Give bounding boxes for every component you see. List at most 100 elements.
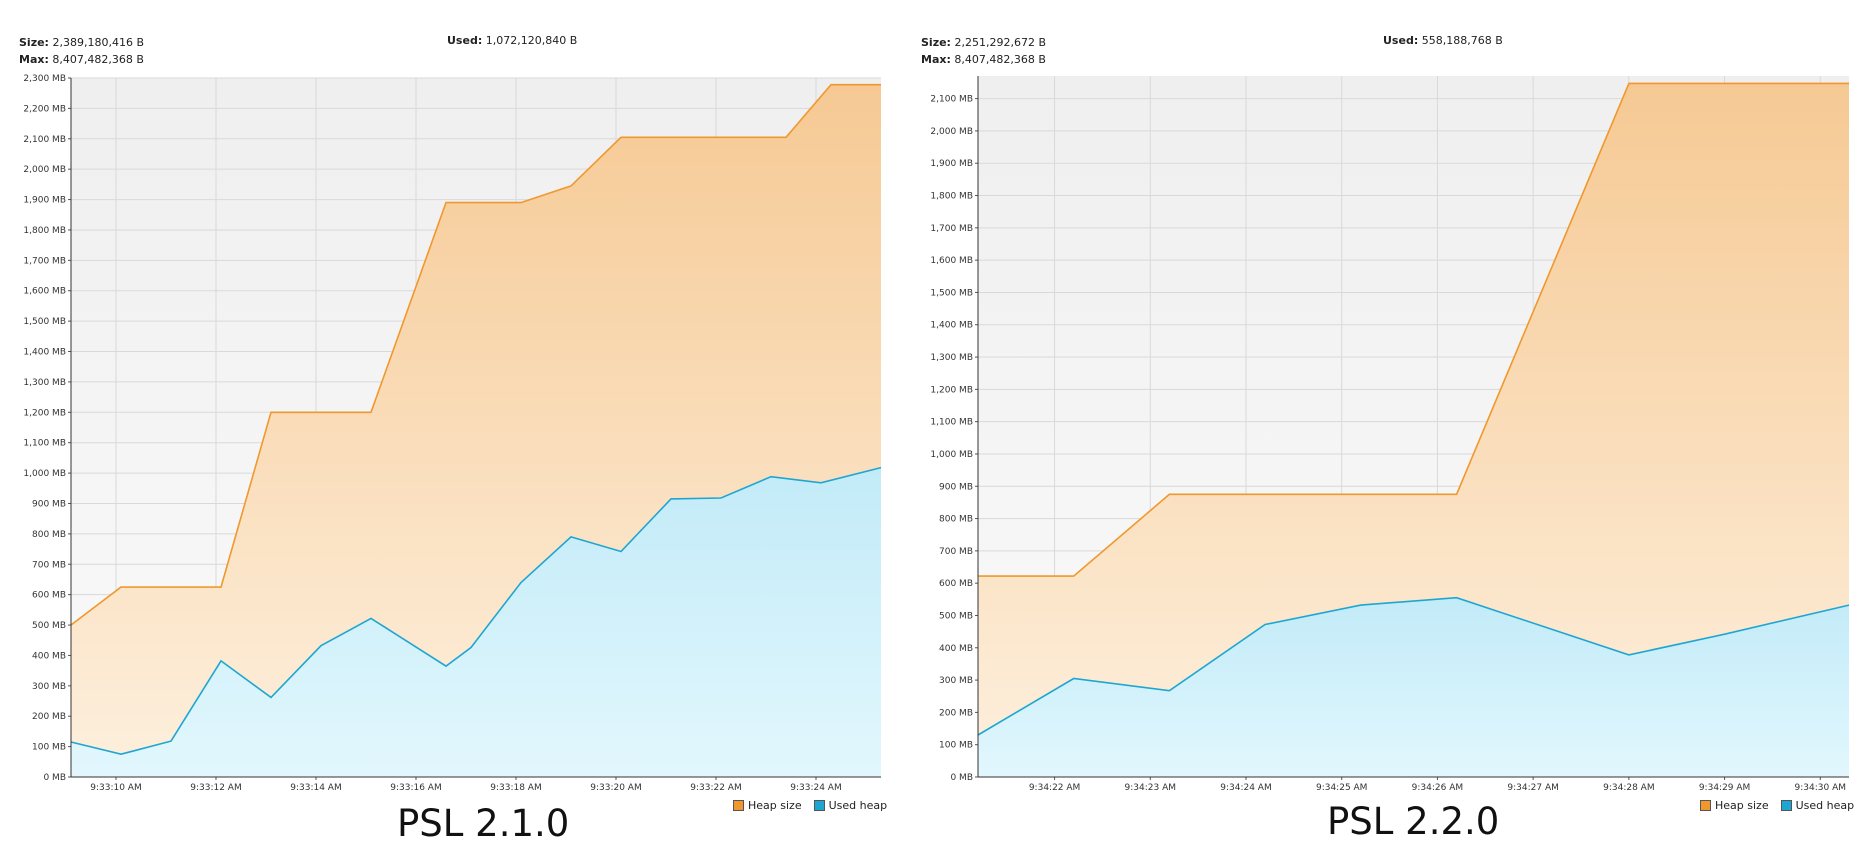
y-tick-label: 1,300 MB [23,378,66,388]
x-tick-label: 9:34:28 AM [1603,783,1654,793]
used-heap-swatch [1780,800,1792,811]
heap-size-swatch [733,800,744,811]
chart-caption: PSL 2.2.0 [1327,800,1500,843]
chart-panel-psl-210: Size: 2,389,180,416 B Max: 8,407,482,368… [0,0,900,851]
y-tick-label: 1,000 MB [23,469,66,479]
y-tick-label: 900 MB [939,482,973,492]
used-value: 558,188,768 B [1421,34,1503,47]
x-tick-label: 9:34:24 AM [1220,783,1271,793]
memory-area-chart: 0 MB 100 MB 200 MB 300 MB 400 MB 500 MB 600 MB… [930,76,1850,793]
y-tick-label: 1,900 MB [23,196,66,206]
x-tick-label: 9:33:18 AM [490,783,541,793]
y-tick-label: 1,800 MB [23,226,66,236]
used-heap-series-line [977,596,1850,736]
y-tick-label: 800 MB [32,530,66,540]
x-tick-label: 9:33:16 AM [390,783,441,793]
max-value: 8,407,482,368 B [52,53,144,66]
y-tick-label: 200 MB [939,708,973,718]
y-tick-label: 1,800 MB [930,192,973,202]
y-tick-label: 1,200 MB [23,408,66,418]
max-stat: Max: 8,407,482,368 B [921,53,1046,66]
heap-size-area [978,83,1849,777]
x-tick-label: 9:34:23 AM [1125,783,1176,793]
y-tick-label: 2,000 MB [930,127,973,137]
y-tick-label: 500 MB [32,621,66,631]
legend-item-heap-size: Heap size [733,799,802,812]
y-tick-label: 2,100 MB [23,135,66,145]
y-tick-label: 1,500 MB [23,317,66,327]
x-tick-label: 9:33:12 AM [190,783,241,793]
chart-legend: Heap size Used heap [1692,799,1854,812]
y-tick-label: 0 MB [43,773,66,783]
x-tick-label: 9:34:30 AM [1795,783,1846,793]
legend-item-used-heap: Used heap [813,799,887,812]
x-tick-label: 9:34:22 AM [1029,783,1080,793]
y-tick-label: 200 MB [32,712,66,722]
used-heap-area [71,467,881,777]
x-tick-label: 9:34:26 AM [1412,783,1463,793]
y-tick-label: 1,300 MB [930,353,973,363]
used-heap-area [978,597,1849,777]
x-tick-label: 9:33:22 AM [690,783,741,793]
y-tick-label: 500 MB [939,611,973,621]
x-tick-label: 9:33:24 AM [790,783,841,793]
size-value: 2,389,180,416 B [52,36,144,49]
y-tick-label: 2,000 MB [23,165,66,175]
y-tick-label: 1,100 MB [930,418,973,428]
legend-item-used-heap: Used heap [1780,799,1854,812]
memory-area-chart: 0 MB 100 MB 200 MB 300 MB 400 MB 500 MB 600 MB… [23,74,882,793]
x-tick-label: 9:34:25 AM [1316,783,1367,793]
used-value: 1,072,120,840 B [485,34,578,47]
y-tick-label: 2,100 MB [930,95,973,105]
legend-item-heap-size: Heap size [1700,799,1769,812]
y-tick-label: 300 MB [939,676,973,686]
x-tick-label: 9:34:27 AM [1507,783,1558,793]
y-tick-label: 1,200 MB [930,385,973,395]
used-heap-series-line [70,466,882,756]
size-value: 2,251,292,672 B [954,36,1046,49]
size-stat: Size: 2,251,292,672 B [921,36,1046,49]
y-tick-label: 100 MB [32,743,66,753]
y-tick-label: 400 MB [939,644,973,654]
y-tick-label: 800 MB [939,515,973,525]
y-tick-label: 0 MB [950,773,973,783]
max-value: 8,407,482,368 B [954,53,1046,66]
y-tick-label: 1,900 MB [930,159,973,169]
y-tick-label: 300 MB [32,682,66,692]
heap-size-series-line [70,83,881,626]
y-tick-label: 2,300 MB [23,74,66,84]
y-tick-label: 700 MB [939,547,973,557]
x-tick-label: 9:33:14 AM [290,783,341,793]
y-tick-label: 700 MB [32,560,66,570]
y-tick-label: 1,500 MB [930,288,973,298]
chart-caption: PSL 2.1.0 [397,802,570,845]
y-tick-label: 400 MB [32,651,66,661]
used-heap-swatch [813,800,825,811]
chart-legend: Heap size Used heap [725,799,887,812]
y-tick-label: 900 MB [32,499,66,509]
y-tick-label: 600 MB [939,579,973,589]
used-stat: Used: 1,072,120,840 B [447,34,578,47]
chart-panel-psl-220: Size: 2,251,292,672 B Max: 8,407,482,368… [902,0,1869,851]
y-tick-label: 1,700 MB [23,256,66,266]
max-stat: Max: 8,407,482,368 B [19,53,144,66]
y-tick-label: 1,000 MB [930,450,973,460]
y-tick-label: 1,400 MB [23,348,66,358]
x-tick-label: 9:34:29 AM [1699,783,1750,793]
heap-size-series-line [978,82,1849,577]
heap-size-swatch [1700,800,1711,811]
size-stat: Size: 2,389,180,416 B [19,36,144,49]
used-stat: Used: 558,188,768 B [1383,34,1503,47]
x-tick-label: 9:33:10 AM [90,783,141,793]
x-tick-label: 9:33:20 AM [590,783,641,793]
y-tick-label: 2,200 MB [23,104,66,114]
heap-stats: Size: 2,251,292,672 B Max: 8,407,482,368… [921,34,1046,68]
y-tick-label: 1,700 MB [930,224,973,234]
y-tick-label: 100 MB [939,741,973,751]
heap-stats: Size: 2,389,180,416 B Max: 8,407,482,368… [19,34,144,68]
y-tick-label: 1,400 MB [930,321,973,331]
y-tick-label: 1,600 MB [23,287,66,297]
y-tick-label: 600 MB [32,591,66,601]
y-tick-label: 1,600 MB [930,256,973,266]
y-tick-label: 1,100 MB [23,439,66,449]
